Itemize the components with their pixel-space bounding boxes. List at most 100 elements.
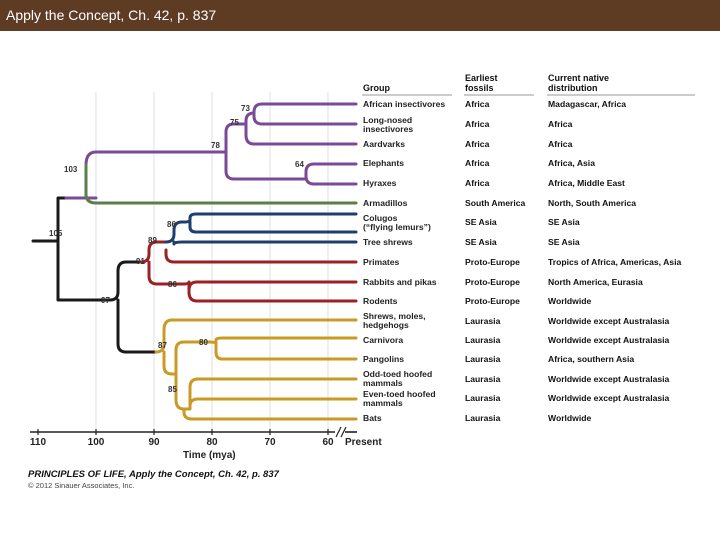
branch-xenarthra	[84, 163, 358, 205]
taxon-fossils: SE Asia	[465, 217, 497, 227]
taxon-name: Odd-toed hoofed	[363, 369, 432, 379]
branch-node-97	[108, 260, 158, 354]
taxon-distribution: SE Asia	[548, 217, 580, 227]
taxon-name: Primates	[363, 257, 400, 267]
taxon-name: Elephants	[363, 158, 404, 168]
taxon-name: Rabbits and pikas	[363, 277, 437, 287]
node-label-91: 91	[136, 257, 145, 266]
axis-tick-label: 70	[264, 437, 276, 448]
node-label-80: 80	[199, 338, 208, 347]
branch-node-87	[154, 318, 358, 376]
taxon-name: Shrews, moles,	[363, 311, 426, 321]
taxon-distribution: Africa, southern Asia	[548, 354, 634, 364]
taxon-name-line2: hedgehogs	[363, 320, 409, 330]
taxon-distribution: Worldwide	[548, 296, 592, 306]
taxon-distribution: Africa, Asia	[548, 158, 595, 168]
taxon-fossils: Laurasia	[465, 393, 501, 403]
branch-node-91	[139, 240, 185, 286]
taxon-fossils: Africa	[465, 178, 490, 188]
taxon-distribution: Worldwide except Australasia	[548, 393, 670, 403]
axis-tick-label: 90	[148, 437, 160, 448]
node-label-89: 89	[148, 236, 157, 245]
node-label-85: 85	[168, 385, 177, 394]
node-label-97: 97	[101, 296, 110, 305]
branch-node-80	[208, 336, 358, 361]
axis-tick-label: 100	[88, 437, 105, 448]
taxon-name-line2: (“flying lemurs”)	[363, 222, 431, 232]
branch-node-103	[64, 150, 98, 200]
taxon-distribution: North America, Eurasia	[548, 277, 643, 287]
node-label-86-colugos: 86	[167, 220, 176, 229]
taxon-fossils: Laurasia	[465, 354, 501, 364]
taxon-distribution: Tropics of Africa, Americas, Asia	[548, 257, 681, 267]
node-label-103: 103	[64, 165, 78, 174]
branch-node-86-glires	[181, 280, 358, 303]
column-header-fossils-line1: Earliest	[465, 73, 498, 83]
taxon-fossils: Laurasia	[465, 316, 501, 326]
column-header-distribution-line2: distribution	[548, 83, 598, 93]
taxon-fossils: Africa	[465, 119, 490, 129]
tree-branches	[31, 102, 358, 421]
node-label-86-glires: 86	[168, 280, 177, 289]
node-label-78: 78	[211, 141, 220, 150]
column-header-distribution-line1: Current native	[548, 73, 609, 83]
branch-node-86-colugos	[182, 212, 358, 234]
node-label-64: 64	[295, 160, 304, 169]
branch-primates	[164, 248, 358, 264]
time-axis: 110 100 90 80 70 60 Present Time (mya)	[30, 426, 382, 461]
axis-present-label: Present	[345, 437, 382, 448]
taxon-fossils: Laurasia	[465, 335, 501, 345]
taxon-table: African insectivores Africa Madagascar, …	[363, 99, 681, 423]
taxon-fossils: Laurasia	[465, 374, 501, 384]
branch-node-85	[170, 340, 212, 411]
branch-node-75	[232, 111, 358, 146]
taxon-distribution: North, South America	[548, 198, 636, 208]
branch-node-78	[224, 122, 236, 181]
taxon-fossils: Laurasia	[465, 413, 501, 423]
taxon-distribution: Worldwide except Australasia	[548, 374, 670, 384]
node-label-73: 73	[241, 104, 250, 113]
taxon-name: Colugos	[363, 213, 398, 223]
node-label-75: 75	[230, 118, 239, 127]
taxon-name: Tree shrews	[363, 237, 413, 247]
taxon-fossils: Africa	[465, 99, 490, 109]
header-bar: Apply the Concept, Ch. 42, p. 837	[0, 0, 720, 31]
column-header-fossils-line2: fossils	[465, 83, 494, 93]
taxon-fossils: Africa	[465, 158, 490, 168]
copyright-notice: © 2012 Sinauer Associates, Inc.	[28, 481, 134, 490]
page-title: Apply the Concept, Ch. 42, p. 837	[6, 7, 217, 23]
taxon-fossils: Proto-Europe	[465, 257, 520, 267]
taxon-distribution: Worldwide except Australasia	[548, 335, 670, 345]
taxon-distribution: Worldwide	[548, 413, 592, 423]
axis-tick-label: 80	[206, 437, 218, 448]
taxon-distribution: Worldwide except Australasia	[548, 316, 670, 326]
taxon-name-line2: mammals	[363, 378, 403, 388]
taxon-name-line2: mammals	[363, 398, 403, 408]
taxon-name: Aardvarks	[363, 139, 405, 149]
taxon-distribution: Africa, Middle East	[548, 178, 625, 188]
taxon-distribution: Africa	[548, 139, 573, 149]
taxon-fossils: Proto-Europe	[465, 277, 520, 287]
taxon-name: Bats	[363, 413, 382, 423]
axis-tick-label: 60	[322, 437, 334, 448]
column-header-group: Group	[363, 83, 390, 93]
taxon-name-line2: insectivores	[363, 124, 413, 134]
taxon-name: African insectivores	[363, 99, 445, 109]
branch-bats	[182, 407, 358, 421]
branch-node-ungulates	[182, 377, 358, 411]
branch-node-73	[252, 102, 358, 126]
axis-title: Time (mya)	[183, 450, 236, 461]
node-label-87: 87	[158, 341, 167, 350]
branch-node-64	[232, 162, 358, 186]
taxon-name: Carnivora	[363, 335, 403, 345]
taxon-fossils: South America	[465, 198, 526, 208]
taxon-fossils: Africa	[465, 139, 490, 149]
taxon-distribution: Madagascar, Africa	[548, 99, 626, 109]
taxon-name: Armadillos	[363, 198, 408, 208]
taxon-name: Even-toed hoofed	[363, 389, 436, 399]
taxon-name: Long-nosed	[363, 115, 412, 125]
taxon-fossils: SE Asia	[465, 237, 497, 247]
branch-node-89	[164, 220, 358, 246]
figure-source-title: PRINCIPLES OF LIFE, Apply the Concept, C…	[28, 469, 280, 480]
